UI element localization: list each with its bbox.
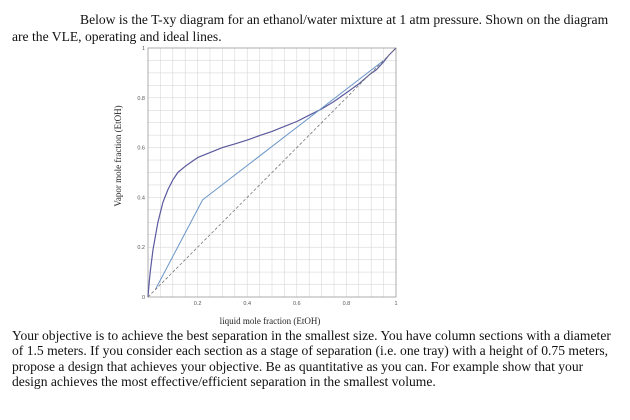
chart-ticks: 0.2 0.4 0.6 0.8 1 0 0.2 0.4 0.6 0.8 1: [137, 46, 397, 307]
y-tick-label: 0.4: [137, 195, 145, 201]
x-tick-label: 0.6: [293, 301, 301, 307]
x-axis-label: liquid mole fraction (EtOH): [220, 316, 321, 326]
chart-series: [147, 47, 397, 298]
question-text: Your objective is to achieve the best se…: [12, 328, 611, 390]
x-tick-label: 0.4: [243, 301, 251, 307]
intro-paragraph: Below is the T-xy diagram for an ethanol…: [12, 11, 618, 45]
operating-line: [154, 60, 384, 290]
x-tick-label: 1: [394, 301, 397, 307]
y-tick-label: 0.6: [137, 146, 145, 152]
y-tick-label: 0.8: [137, 96, 145, 102]
y-tick-label: 1: [142, 46, 145, 52]
y-tick-label: 0.2: [137, 245, 145, 251]
ideal-line: [147, 47, 397, 298]
vle-curve: [147, 47, 397, 298]
x-tick-label: 0.2: [194, 301, 202, 307]
x-tick-label: 0.8: [343, 301, 351, 307]
chart-frame: [147, 47, 397, 298]
plot-border: [147, 47, 397, 298]
intro-text: Below is the T-xy diagram for an ethanol…: [12, 12, 609, 44]
question-paragraph: Your objective is to achieve the best se…: [12, 328, 618, 390]
y-tick-label: 0: [142, 295, 145, 301]
y-axis-label: Vapor mole fraction (EtOH): [113, 105, 123, 206]
